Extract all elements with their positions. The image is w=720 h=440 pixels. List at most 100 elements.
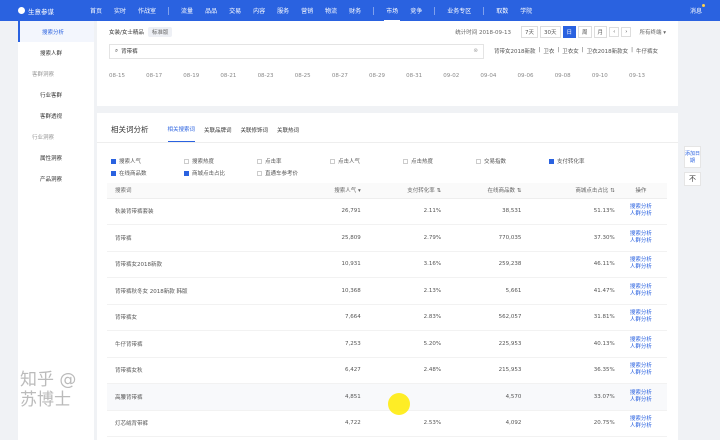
- float-button-2[interactable]: 不: [684, 172, 701, 186]
- suggestion-link[interactable]: 牛仔裤女: [635, 49, 658, 55]
- nav-item-7[interactable]: 服务: [277, 8, 290, 15]
- nav-item-10[interactable]: 财务: [349, 8, 362, 15]
- nav-item-5[interactable]: 交易: [229, 8, 242, 15]
- column-header[interactable]: 搜索人气 ▾: [297, 183, 361, 199]
- column-header[interactable]: 在线商品数 ⇅: [441, 183, 522, 199]
- search-analysis-link[interactable]: 搜索分析: [629, 204, 652, 211]
- search-analysis-link[interactable]: 搜索分析: [629, 336, 652, 343]
- nav-item-6[interactable]: 内容: [253, 8, 266, 15]
- nav-item-15[interactable]: 学院: [520, 8, 533, 15]
- checkbox-label: 商城点击占比: [192, 171, 226, 177]
- crowd-analysis-link[interactable]: 人群分析: [629, 317, 652, 324]
- prev-button[interactable]: ‹: [609, 27, 620, 37]
- checkbox-icon[interactable]: [184, 170, 189, 176]
- cell-value: 259,238: [441, 251, 522, 278]
- period-button[interactable]: 周: [578, 26, 592, 38]
- metric-checkbox[interactable]: 交易指数: [476, 157, 549, 165]
- crowd-analysis-link[interactable]: 人群分析: [629, 211, 652, 218]
- nav-item-9[interactable]: 物流: [325, 8, 338, 15]
- nav-item-12[interactable]: 竞争: [410, 8, 423, 15]
- nav-item-1[interactable]: 实时: [114, 8, 127, 15]
- next-button[interactable]: ›: [621, 27, 632, 37]
- column-header[interactable]: 支付转化率 ⇅: [360, 183, 442, 199]
- float-button-1[interactable]: 添加日期: [684, 146, 701, 168]
- crowd-analysis-link[interactable]: 人群分析: [629, 370, 652, 377]
- crowd-analysis-link[interactable]: 人群分析: [629, 237, 652, 244]
- suggestion-link[interactable]: 卫衣: [543, 49, 555, 55]
- checkbox-icon[interactable]: [257, 158, 262, 164]
- column-header[interactable]: 商城点击占比 ⇅: [521, 183, 615, 199]
- tab[interactable]: 关联品牌词: [204, 128, 232, 134]
- checkbox-icon[interactable]: [476, 158, 481, 164]
- tab[interactable]: 相关搜索词: [167, 125, 196, 142]
- metric-checkbox[interactable]: 商城点击占比: [184, 169, 257, 177]
- search-term: 背带裤: [107, 224, 298, 252]
- sidebar-item[interactable]: 行业客群: [40, 92, 63, 99]
- sidebar-item[interactable]: 客群透视: [40, 113, 63, 120]
- terminal-select[interactable]: 所有终端 ▾: [639, 30, 666, 36]
- logo[interactable]: 生意参谋: [18, 6, 90, 16]
- nav-item-2[interactable]: 作战室: [138, 8, 157, 15]
- search-analysis-link[interactable]: 搜索分析: [629, 363, 652, 370]
- nav-item-3[interactable]: 流量: [181, 8, 194, 15]
- period-button[interactable]: 月: [593, 26, 608, 38]
- search-analysis-link[interactable]: 搜索分析: [629, 310, 652, 317]
- separator: |: [538, 47, 541, 53]
- search-analysis-link[interactable]: 搜索分析: [629, 416, 652, 423]
- nav-item-0[interactable]: 首页: [90, 8, 103, 15]
- metric-checkbox[interactable]: 搜索热度: [184, 157, 257, 165]
- metric-checkbox[interactable]: 在线商品数: [111, 169, 184, 177]
- sidebar-item[interactable]: 产品洞察: [40, 176, 63, 183]
- suggestion-link[interactable]: 卫衣女: [562, 49, 579, 55]
- metric-checkbox[interactable]: 支付转化率: [549, 157, 622, 165]
- nav-item-14[interactable]: 取数: [496, 8, 509, 15]
- crowd-analysis-link[interactable]: 人群分析: [629, 343, 652, 350]
- metric-checkbox[interactable]: 点击率: [257, 157, 330, 165]
- checkbox-icon[interactable]: [111, 170, 116, 176]
- checkbox-icon[interactable]: [184, 158, 189, 164]
- nav-item-11[interactable]: 市场: [384, 8, 401, 22]
- cell-value: 5,661: [441, 277, 522, 305]
- checkbox-icon[interactable]: [257, 170, 262, 176]
- cell-value: 20.75%: [521, 410, 615, 437]
- search-analysis-link[interactable]: 搜索分析: [629, 283, 652, 290]
- period-button[interactable]: 日: [562, 26, 577, 38]
- metric-checkbox[interactable]: 直通车参考价: [257, 169, 330, 177]
- sidebar-item[interactable]: 搜索分析: [18, 21, 94, 42]
- search-input[interactable]: ⌕ 背带裤 ⊗: [109, 43, 484, 59]
- nav-item-8[interactable]: 营销: [301, 8, 314, 15]
- crowd-analysis-link[interactable]: 人群分析: [629, 264, 652, 271]
- sidebar-item[interactable]: 属性洞察: [40, 155, 63, 162]
- category-selector[interactable]: 女装/女士精品: [109, 30, 144, 36]
- clear-icon[interactable]: ⊗: [473, 48, 478, 54]
- metric-checkbox[interactable]: 搜索人气: [111, 157, 184, 165]
- checkbox-icon[interactable]: [111, 158, 116, 164]
- suggestion-link[interactable]: 背带女2018新款: [494, 49, 536, 55]
- nav-item-13[interactable]: 业务专区: [447, 8, 472, 15]
- crowd-analysis-link[interactable]: 人群分析: [629, 396, 652, 403]
- tab[interactable]: 关联修饰词: [240, 128, 269, 134]
- checkbox-icon[interactable]: [403, 158, 408, 164]
- tab[interactable]: 关联热词: [277, 128, 300, 134]
- date-tick: 09-08: [554, 73, 571, 79]
- search-analysis-link[interactable]: 搜索分析: [629, 389, 652, 396]
- checkbox-icon[interactable]: [330, 158, 335, 164]
- messages-label: 消息: [689, 8, 702, 15]
- nav-item-4[interactable]: 品品: [205, 8, 218, 15]
- edition-badge[interactable]: 标准版: [147, 27, 173, 37]
- crowd-analysis-link[interactable]: 人群分析: [629, 290, 652, 297]
- search-analysis-link[interactable]: 搜索分析: [629, 257, 652, 264]
- metric-checkbox[interactable]: 点击人气: [330, 157, 403, 165]
- suggestion-link[interactable]: 卫衣2018新款女: [586, 49, 629, 55]
- date-tick: 09-02: [443, 73, 460, 79]
- period-button[interactable]: 30天: [540, 26, 561, 38]
- table-row: 灯芯绒背带裤 4,722 2.53% 4,092 20.75% 搜索分析 人群分析: [107, 410, 667, 437]
- checkbox-icon[interactable]: [549, 158, 554, 164]
- messages-button[interactable]: 消息: [689, 4, 705, 15]
- crowd-analysis-link[interactable]: 人群分析: [629, 423, 652, 430]
- related-words-panel: 相关词分析 相关搜索词 关联品牌词 关联修饰词 关联热词 搜索人气 搜索热度 点击率 点击人气…: [97, 113, 678, 440]
- sidebar-item[interactable]: 搜索人群: [40, 50, 63, 57]
- period-button[interactable]: 7天: [521, 26, 539, 38]
- search-analysis-link[interactable]: 搜索分析: [629, 230, 652, 237]
- metric-checkbox[interactable]: 点击热度: [403, 157, 476, 165]
